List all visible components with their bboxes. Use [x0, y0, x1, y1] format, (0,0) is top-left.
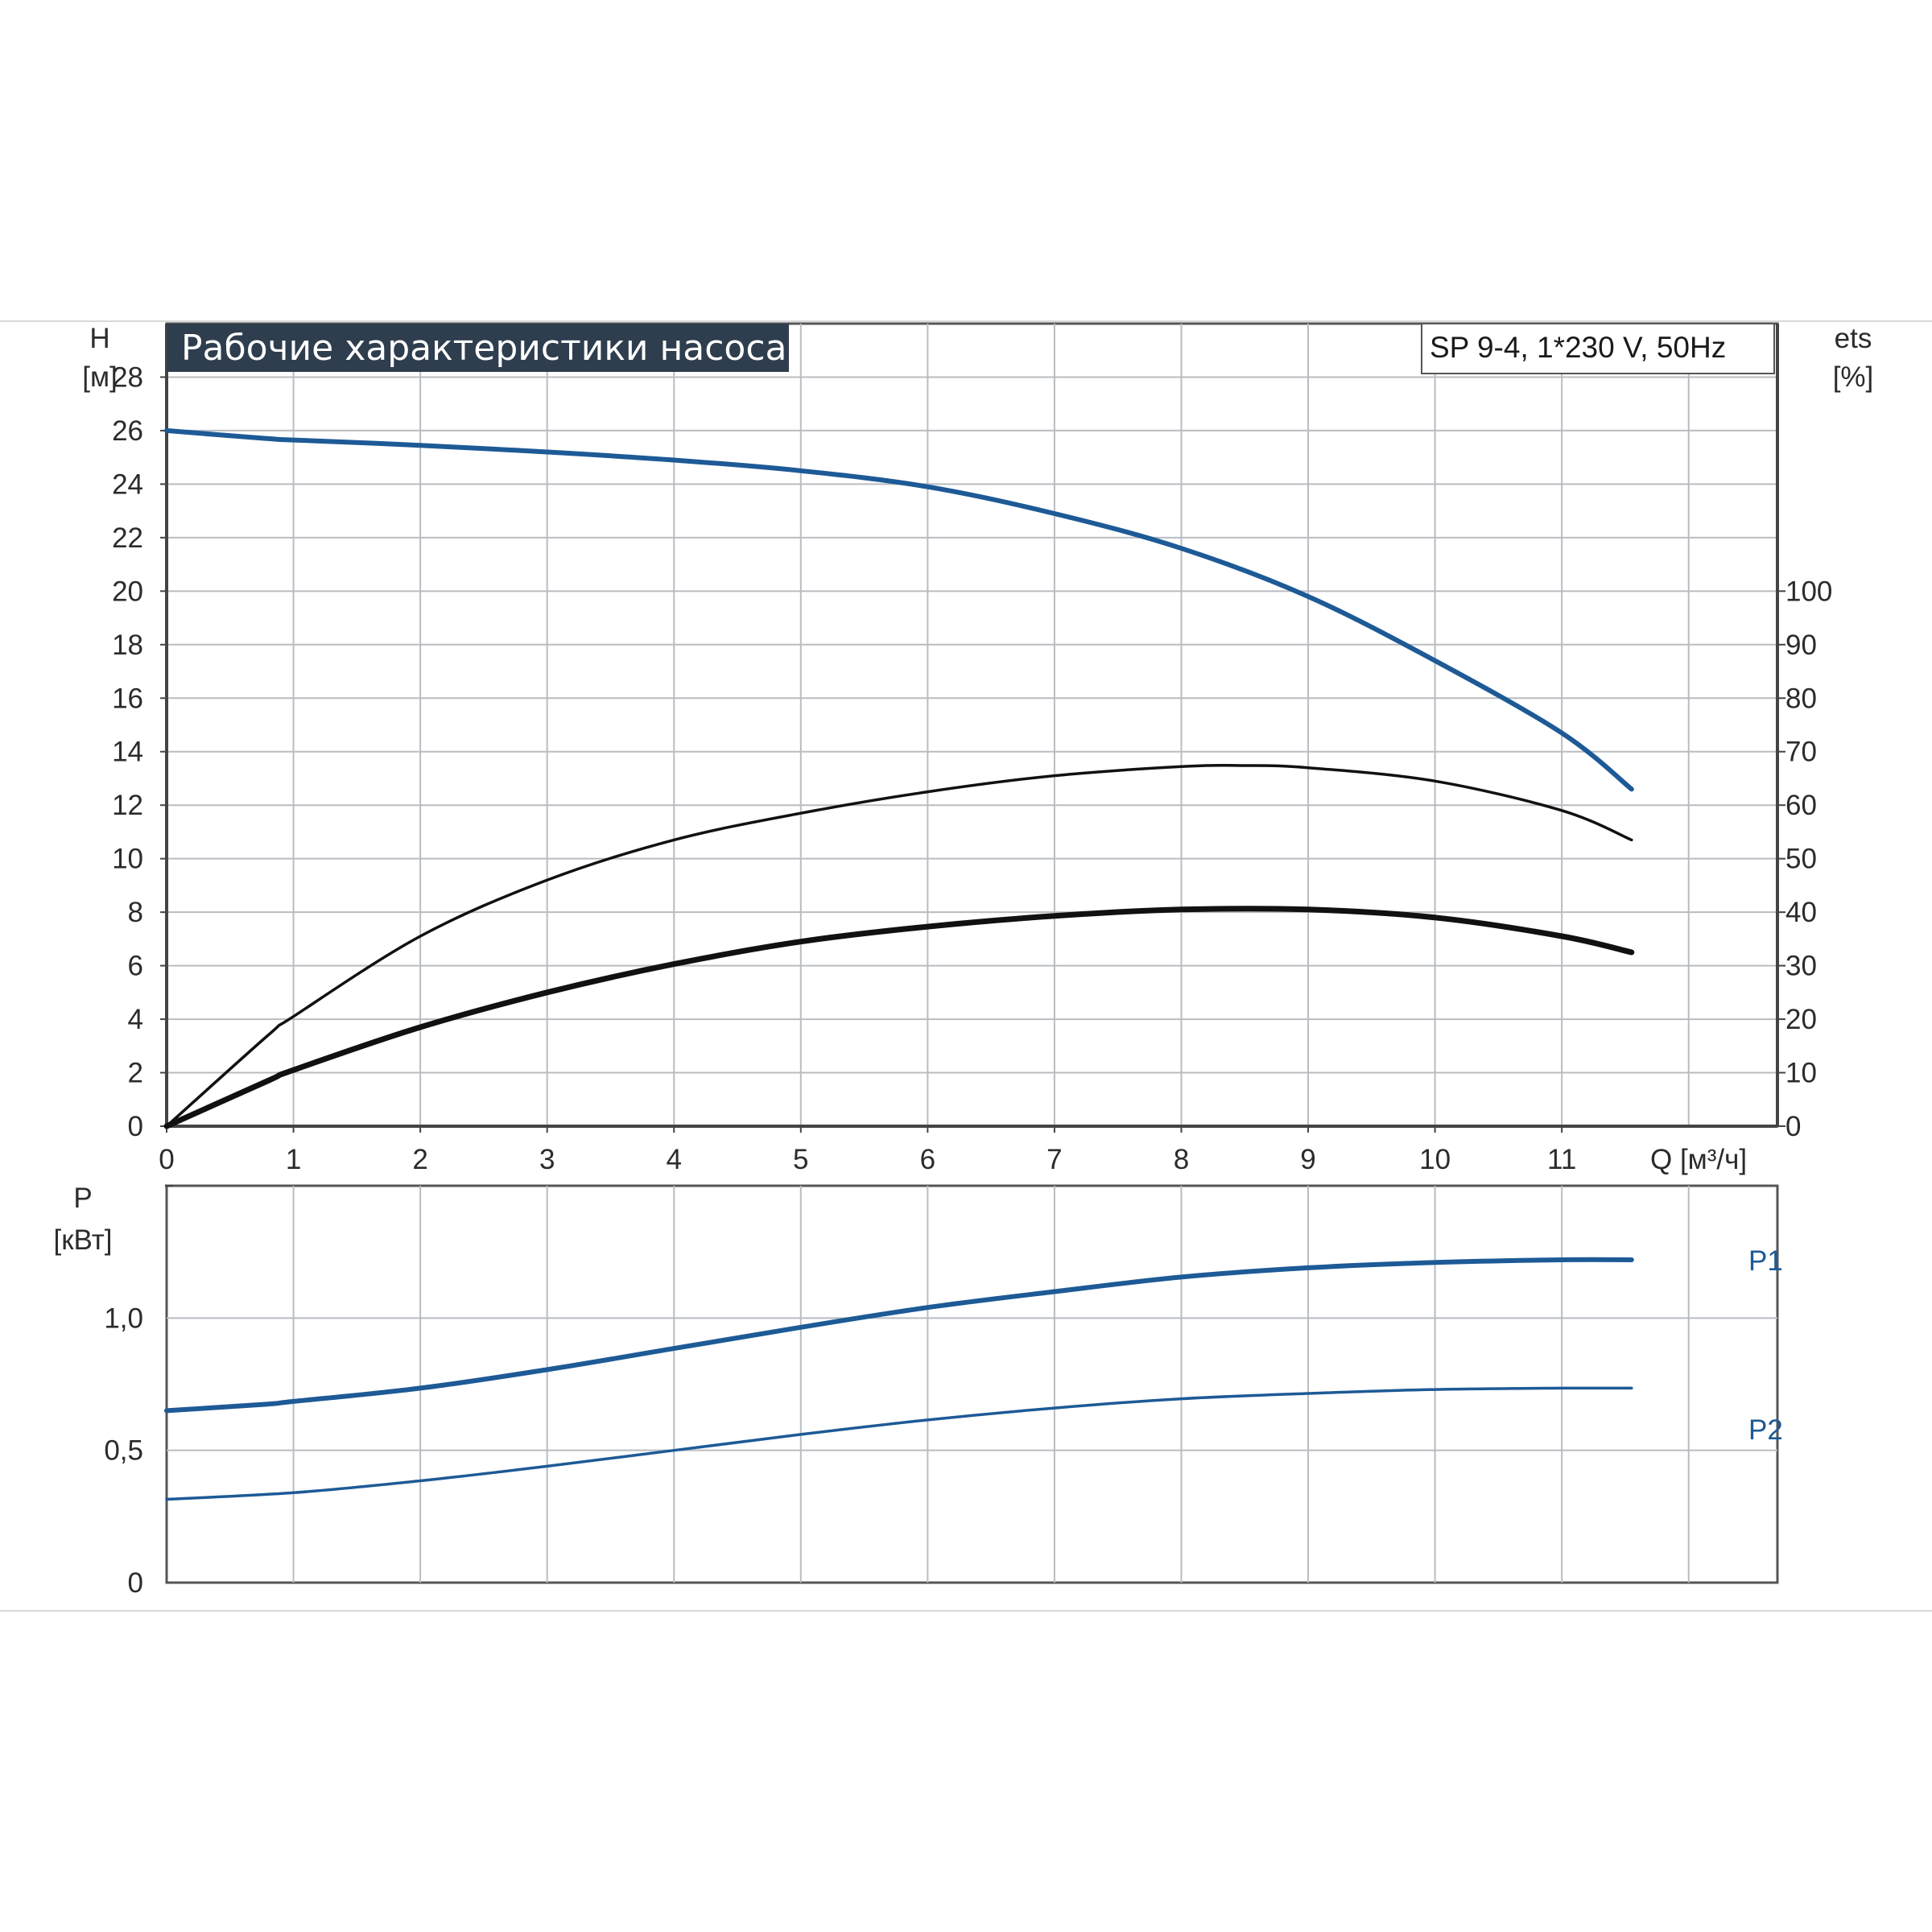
series-line-head: [164, 427, 1634, 792]
power-tick-labels: 0 0,5 1,0: [104, 1302, 143, 1599]
p-axis-unit: [кВт]: [54, 1224, 113, 1256]
series-line-p1: [164, 1257, 1634, 1414]
h-tick-label: 2: [128, 1058, 143, 1089]
q-tick-label: 11: [1547, 1144, 1576, 1175]
q-tick-label: 5: [793, 1144, 808, 1175]
efficiency-tick-label: 30: [1785, 951, 1817, 982]
head-panel-series: [163, 427, 1635, 1129]
power-plot-area: [165, 1184, 1779, 1584]
efficiency-tick-label: 40: [1785, 897, 1817, 928]
h-tick-label: 12: [112, 790, 143, 821]
q-tick-label: 8: [1174, 1144, 1189, 1175]
h-tick-label: 10: [112, 844, 143, 875]
q-tick-label: 10: [1419, 1144, 1451, 1175]
q-tick-label: 6: [920, 1144, 935, 1175]
series-label-p2: P2: [1748, 1414, 1783, 1446]
chart-title: Рабочие характеристики насоса: [181, 328, 786, 369]
model-box: [1421, 323, 1775, 374]
q-tick-label: 2: [412, 1144, 427, 1175]
title-box: [167, 324, 789, 372]
efficiency-tick-label: 60: [1785, 790, 1817, 821]
power-tick-label: 1,0: [104, 1302, 143, 1334]
series-line-efficiency-thick: [163, 906, 1635, 1129]
q-axis-label: Q [м³/ч]: [1650, 1144, 1747, 1175]
series-line-p2: [165, 1386, 1633, 1501]
q-tick-labels: 0 1 2 3 4 5 6 7 8 9 10 11: [159, 1126, 1576, 1175]
h-tick-label: 26: [112, 415, 143, 447]
h-tick-label: 24: [112, 469, 143, 500]
efficiency-tick-label: 100: [1785, 576, 1832, 607]
h-tick-label: 16: [112, 683, 143, 714]
p-axis-label: P: [73, 1183, 92, 1214]
h-tick-label: 28: [112, 361, 143, 393]
q-tick-label: 4: [667, 1144, 682, 1175]
power-panel: 0 0,5 1,0 P [кВт] P1 P2: [54, 1183, 1783, 1599]
h-tick-label: 6: [128, 951, 143, 982]
h-tick-label: 22: [112, 522, 143, 554]
efficiency-tick-label: 90: [1785, 630, 1817, 661]
model-label: SP 9-4, 1*230 V, 50Hz: [1430, 331, 1726, 364]
power-tick-label: 0: [128, 1567, 143, 1599]
efficiency-axis-label: ets: [1835, 323, 1872, 354]
h-tick-label: 4: [128, 1004, 143, 1035]
h-tick-label: 0: [128, 1111, 143, 1142]
efficiency-axis-unit: [%]: [1833, 361, 1874, 393]
efficiency-tick-label: 70: [1785, 737, 1817, 768]
h-axis-label: H: [89, 323, 109, 354]
head-panel: 0 1 2 3 4 5 6 7 8 9 10 11 0246810121416182022242628…: [82, 322, 1874, 1175]
q-tick-label: 9: [1300, 1144, 1315, 1175]
q-tick-label: 7: [1046, 1144, 1062, 1175]
series-line-efficiency-thin: [165, 764, 1633, 1128]
h-tick-label: 18: [112, 630, 143, 661]
h-tick-label: 8: [128, 897, 143, 928]
efficiency-tick-label: 80: [1785, 683, 1817, 714]
efficiency-tick-label: 10: [1785, 1058, 1817, 1089]
power-panel-series: [164, 1257, 1634, 1501]
efficiency-tick-label: 50: [1785, 844, 1817, 875]
head-grid: [165, 324, 1779, 1128]
efficiency-tick-label: 20: [1785, 1004, 1817, 1035]
power-tick-label: 0,5: [104, 1435, 143, 1467]
h-tick-label: 14: [112, 737, 143, 768]
efficiency-tick-label: 0: [1785, 1111, 1801, 1142]
power-grid: [165, 1184, 1777, 1583]
efficiency-tick-labels: 0 10 20 30 40 50 60 70 80 90 100: [1777, 576, 1832, 1142]
series-label-p1: P1: [1748, 1245, 1783, 1277]
h-axis-unit: [м]: [82, 361, 118, 393]
h-tick-label: 20: [112, 576, 143, 607]
q-tick-label: 1: [286, 1144, 301, 1175]
q-tick-label: 0: [159, 1144, 174, 1175]
q-tick-label: 3: [539, 1144, 555, 1175]
